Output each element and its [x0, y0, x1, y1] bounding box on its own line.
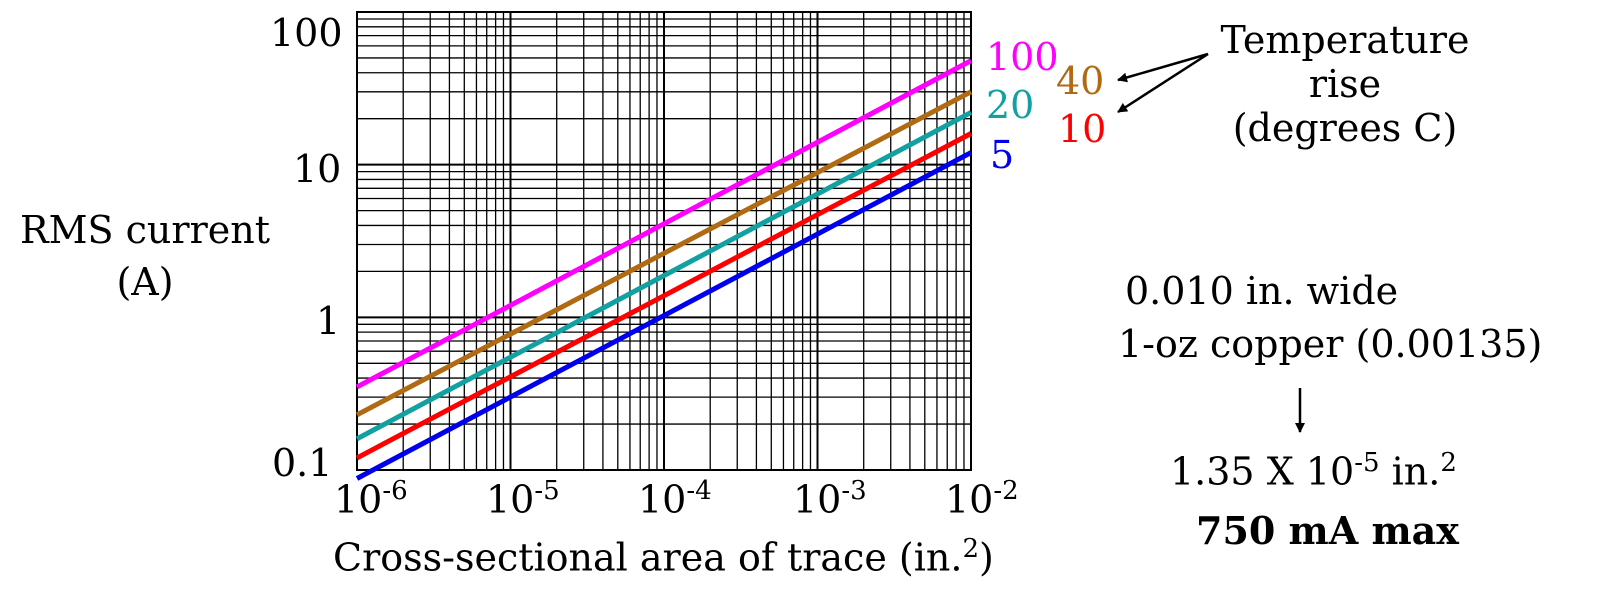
y-tick-label: 0.1	[272, 441, 333, 485]
x-tick-label: 10-3	[793, 476, 867, 522]
legend-title-line2: rise	[1308, 62, 1382, 106]
series-line-5	[355, 150, 973, 481]
series-line-100	[355, 58, 973, 390]
x-tick-label: 10-4	[638, 476, 712, 522]
series-label-40: 40	[1056, 59, 1105, 103]
annotation-result: 1.35 X 10-5 in.2	[1170, 448, 1457, 494]
x-tick-label: 10-6	[334, 476, 408, 522]
legend-title-line1: Temperature	[1220, 18, 1470, 62]
x-tick-label: 10-5	[486, 476, 560, 522]
plot-grid	[356, 11, 972, 471]
series-line-20	[355, 110, 973, 442]
legend-arrow-to-40	[1117, 52, 1209, 83]
annotation-arrows	[1117, 52, 1305, 433]
series-label-20: 20	[986, 83, 1035, 127]
y-axis-label-line1: RMS current	[20, 208, 270, 252]
series-line-40	[355, 89, 973, 418]
y-axis-label: RMS current (A)	[10, 204, 280, 308]
annotation-copper: 1-oz copper (0.00135)	[1118, 322, 1543, 366]
y-tick-label: 100	[270, 11, 343, 55]
legend-title: Temperature rise (degrees C)	[1200, 18, 1490, 150]
y-tick-label: 10	[293, 147, 342, 191]
legend-title-line3: (degrees C)	[1232, 106, 1458, 150]
series-label-10: 10	[1058, 107, 1107, 151]
annotation-width: 0.010 in. wide	[1125, 269, 1399, 313]
series-label-5: 5	[990, 133, 1015, 177]
series-lines	[355, 58, 973, 481]
annotation-max-current: 750 mA max	[1196, 508, 1459, 553]
series-line-10	[355, 131, 973, 461]
legend-arrow-to-10	[1117, 52, 1209, 114]
y-tick-label: 1	[316, 299, 341, 343]
y-axis-label-line2: (A)	[116, 260, 174, 304]
x-tick-label: 10-2	[945, 476, 1019, 522]
plot-frame	[356, 11, 972, 471]
x-axis-label: Cross-sectional area of trace (in.2)	[333, 534, 994, 580]
series-label-100: 100	[986, 35, 1059, 79]
